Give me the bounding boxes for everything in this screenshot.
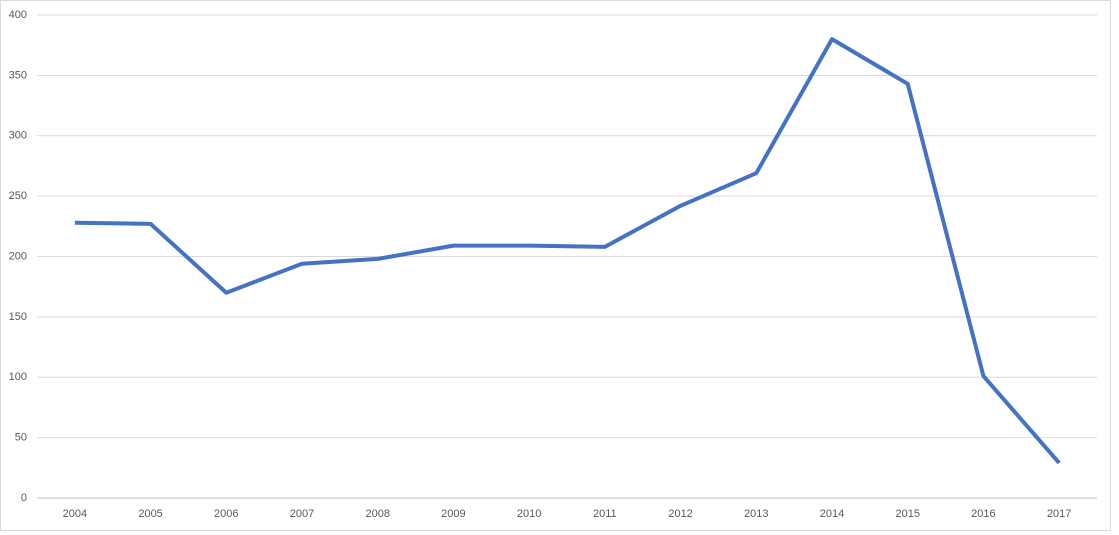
y-tick-label: 50 bbox=[15, 432, 27, 444]
x-tick-label: 2014 bbox=[820, 508, 844, 520]
y-tick-label: 200 bbox=[9, 250, 27, 262]
x-tick-label: 2010 bbox=[517, 508, 541, 520]
y-tick-label: 300 bbox=[9, 130, 27, 142]
y-tick-label: 150 bbox=[9, 311, 27, 323]
x-tick-label: 2009 bbox=[441, 508, 465, 520]
y-tick-label: 100 bbox=[9, 371, 27, 383]
y-tick-label: 0 bbox=[21, 492, 27, 504]
x-tick-label: 2017 bbox=[1047, 508, 1071, 520]
y-tick-label: 250 bbox=[9, 190, 27, 202]
x-tick-label: 2008 bbox=[365, 508, 389, 520]
x-tick-label: 2004 bbox=[63, 508, 87, 520]
x-tick-label: 2015 bbox=[895, 508, 919, 520]
x-tick-label: 2016 bbox=[971, 508, 995, 520]
x-tick-label: 2012 bbox=[668, 508, 692, 520]
x-tick-label: 2005 bbox=[138, 508, 162, 520]
x-tick-label: 2006 bbox=[214, 508, 238, 520]
y-tick-label: 400 bbox=[9, 9, 27, 21]
y-tick-label: 350 bbox=[9, 69, 27, 81]
x-tick-label: 2007 bbox=[290, 508, 314, 520]
line-series bbox=[74, 37, 1061, 465]
x-tick-label: 2011 bbox=[593, 508, 617, 520]
x-tick-label: 2013 bbox=[744, 508, 768, 520]
